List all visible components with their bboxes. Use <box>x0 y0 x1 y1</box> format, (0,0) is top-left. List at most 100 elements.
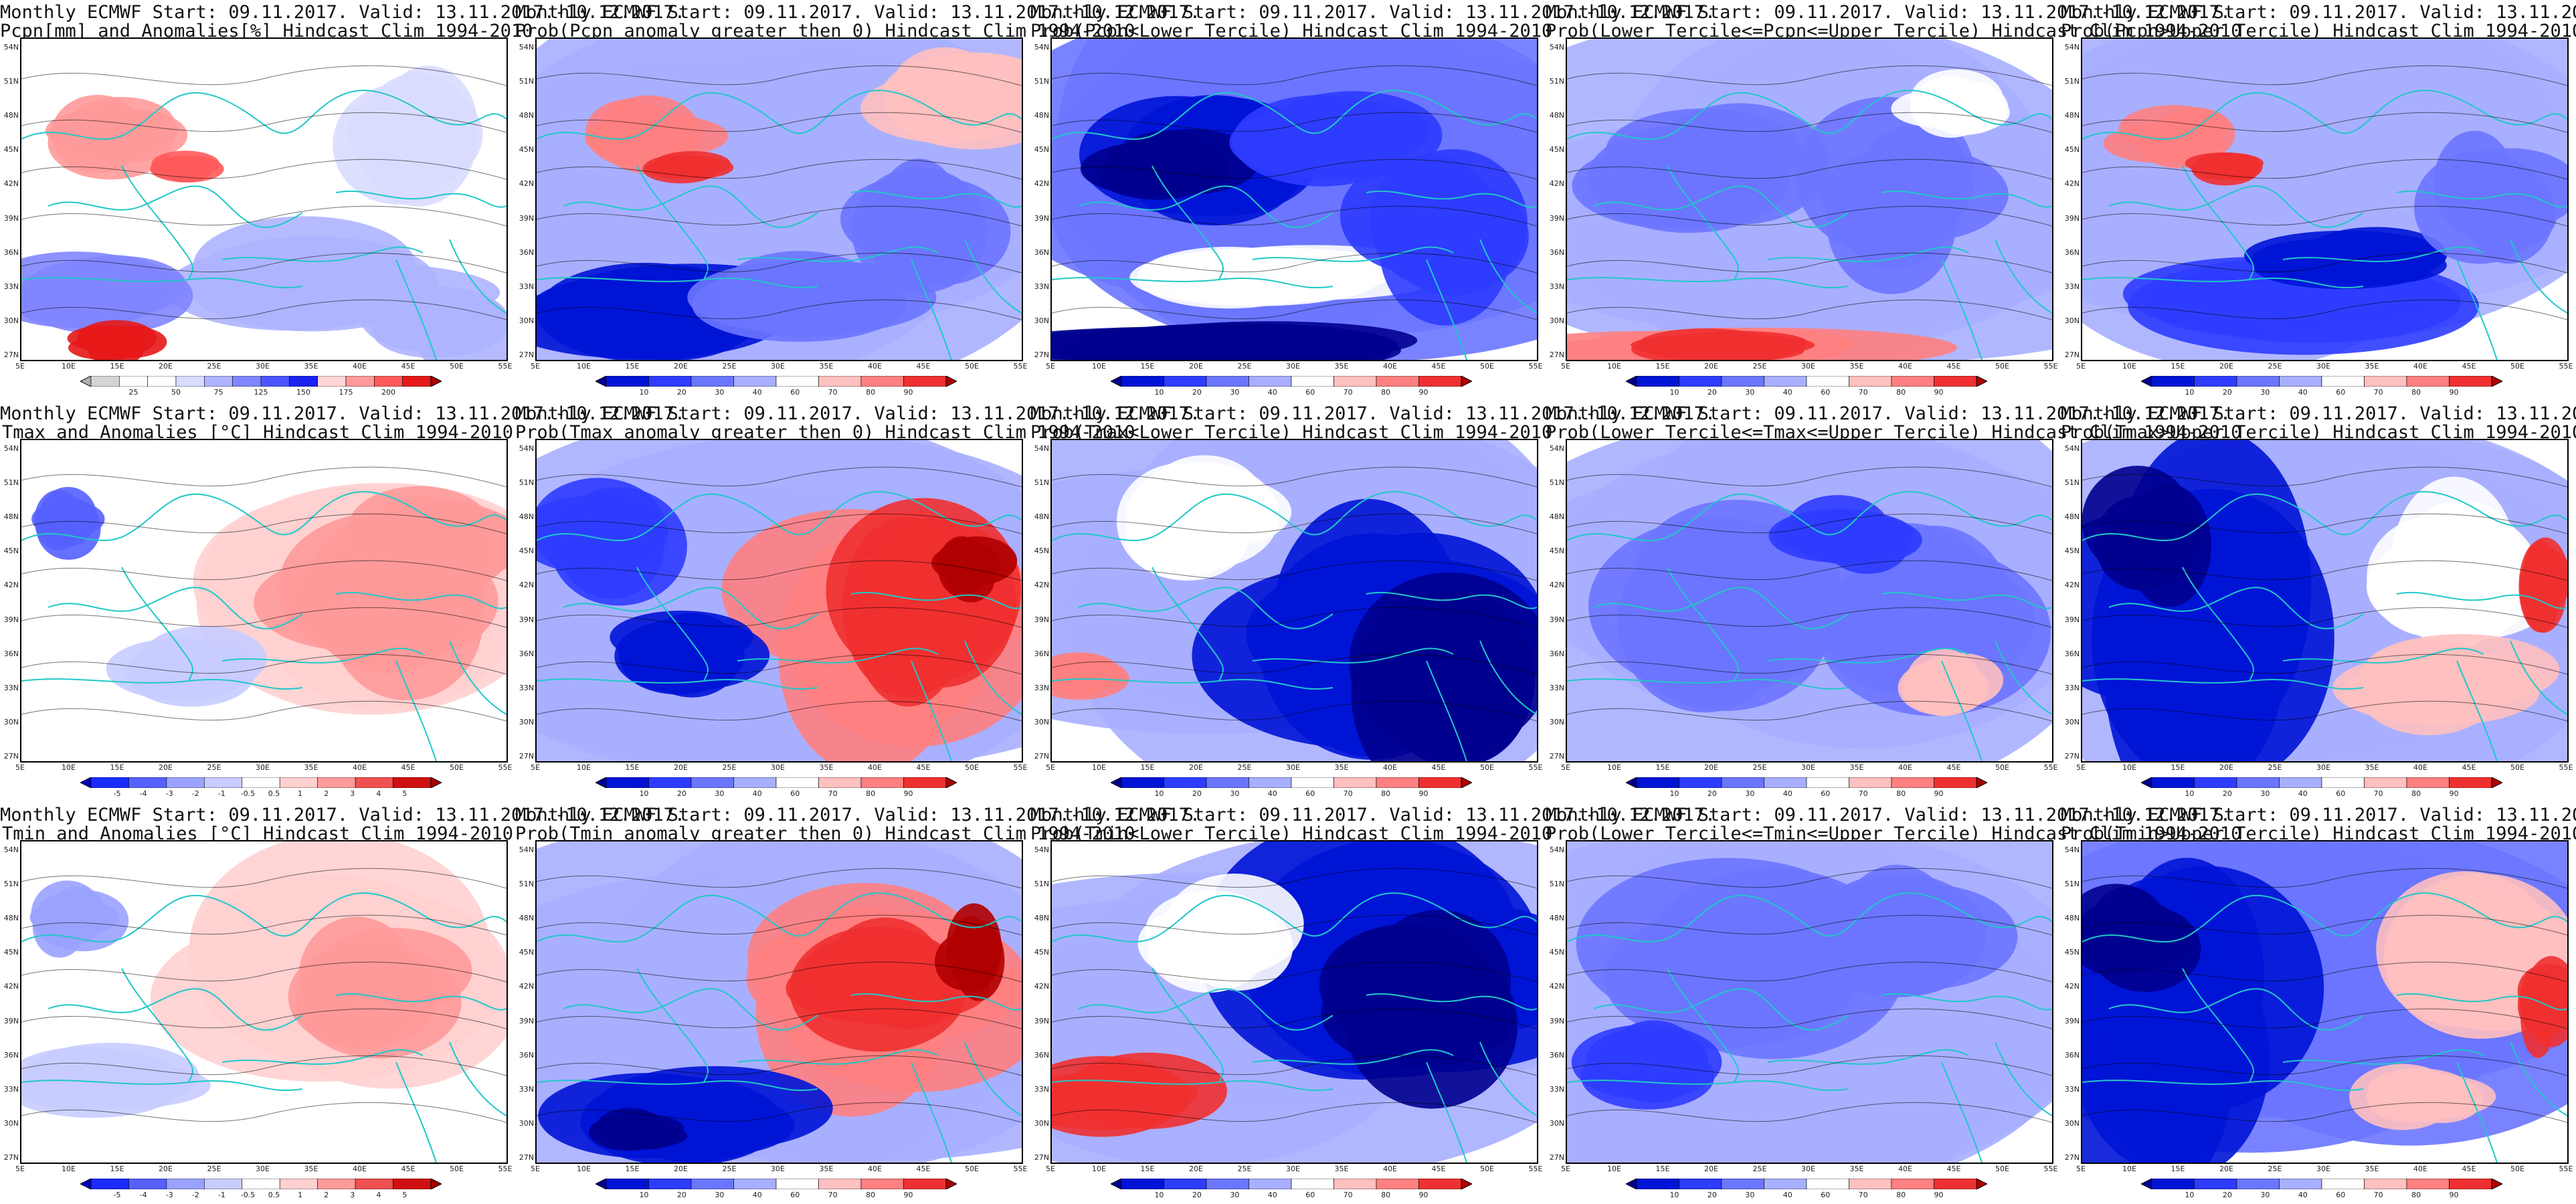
colorbar-tick-label: 90 <box>1418 1191 1429 1199</box>
colorbar-tick-label: 60 <box>1821 1191 1831 1199</box>
longitude-label: 10E <box>62 1165 76 1173</box>
coastline <box>1567 678 1849 690</box>
latitude-label: 54N <box>519 845 534 854</box>
longitude-label: 35E <box>1334 362 1349 371</box>
latitude-label: 30N <box>1034 1118 1049 1128</box>
colorbar-segment <box>733 777 777 788</box>
coastline <box>2182 567 2254 682</box>
colorbar-max-arrow <box>945 1179 957 1189</box>
longitude-label: 15E <box>1140 362 1155 371</box>
coastline <box>48 587 303 629</box>
longitude-label: 35E <box>1334 1165 1349 1173</box>
map-canvas <box>2081 840 2569 1164</box>
latitude-label: 36N <box>1034 247 1049 257</box>
colorbar-segment <box>2406 1179 2450 1189</box>
latitude-label: 39N <box>1549 615 1564 624</box>
longitude-label: 10E <box>1607 763 1621 772</box>
latitude-label: 33N <box>1034 1084 1049 1094</box>
colorbar-tick-label: 40 <box>1267 1191 1277 1199</box>
field-shading <box>1840 178 1949 269</box>
contour-line <box>1567 159 2052 180</box>
map-panel: Monthly ECMWF Start: 09.11.2017. Valid: … <box>2061 0 2576 401</box>
longitude-label: 55E <box>1528 362 1543 371</box>
longitude-label: 30E <box>1286 763 1300 772</box>
colorbar-max-arrow <box>945 376 957 387</box>
latitude-label: 54N <box>1549 43 1564 52</box>
colorbar-tick-label: 90 <box>2449 1191 2459 1199</box>
longitude-label: 55E <box>2043 1165 2058 1173</box>
latitude-label: 48N <box>1034 512 1049 522</box>
colorbar-tick-label: 30 <box>1745 1191 1755 1199</box>
contour-line <box>537 1102 1022 1123</box>
latitude-label: 48N <box>1034 111 1049 120</box>
colorbar-segment <box>1721 777 1764 788</box>
coastline <box>395 259 437 360</box>
field-shading <box>1137 246 1321 309</box>
colorbar-segment <box>903 376 947 387</box>
coastline <box>2282 246 2484 262</box>
latitude-label: 39N <box>1549 1016 1564 1025</box>
latitude-label: 36N <box>1549 247 1564 257</box>
latitude-label: 30N <box>2064 1118 2080 1128</box>
latitude-label: 51N <box>2064 880 2080 889</box>
colorbar-tick-label: 30 <box>1230 388 1240 397</box>
contour-line <box>537 914 1022 936</box>
colorbar-tick-label: 80 <box>866 789 876 798</box>
colorbar-segment <box>648 1179 692 1189</box>
contour-line <box>21 868 507 889</box>
map-svg <box>21 440 507 761</box>
colorbar-segment <box>1164 376 1207 387</box>
coastline <box>1941 660 1983 761</box>
panel-title-line1: Monthly ECMWF Start: 09.11.2017. Valid: … <box>1546 2 2231 23</box>
coastline <box>48 988 303 1031</box>
colorbar-segment <box>606 1179 649 1189</box>
latitude-label: 39N <box>1549 213 1564 223</box>
contour-line <box>2082 560 2567 581</box>
coastline <box>537 678 818 690</box>
colorbar-tick-label: 70 <box>828 789 838 798</box>
longitude-label: 5E <box>2076 763 2086 772</box>
coastline <box>1479 1041 1537 1116</box>
map-svg <box>21 39 507 360</box>
coastline <box>1567 892 2052 942</box>
colorbar-tick-label: 10 <box>1154 789 1164 798</box>
longitude-label: 50E <box>965 763 979 772</box>
colorbar-tick-label: 70 <box>2373 1191 2383 1199</box>
colorbar-tick-label: 70 <box>1858 789 1868 798</box>
colorbar-tick-label: 40 <box>1782 1191 1792 1199</box>
colorbar-tick-label: 20 <box>1192 1191 1202 1199</box>
colorbar-tick-label: -4 <box>139 789 147 798</box>
coastline <box>1767 246 1969 262</box>
panel-title-line1: Monthly ECMWF Start: 09.11.2017. Valid: … <box>515 805 1201 825</box>
colorbar-segment <box>903 777 947 788</box>
colorbar-tick-label: -1 <box>217 1191 225 1199</box>
colorbar-segment <box>1806 777 1849 788</box>
map-svg <box>1052 841 1537 1163</box>
contour-line <box>21 159 507 180</box>
panel-title-line1: Monthly ECMWF Start: 09.11.2017. Valid: … <box>2061 2 2576 23</box>
colorbar-tick-label: 40 <box>2298 1191 2308 1199</box>
latitude-label: 27N <box>1034 350 1049 359</box>
colorbar-tick-label: 50 <box>171 388 181 397</box>
longitude-label: 10E <box>577 362 591 371</box>
field-shading <box>1670 330 1808 354</box>
coastline <box>737 246 939 262</box>
coastline <box>2182 968 2254 1083</box>
colorbar-tick-label: 40 <box>1782 388 1792 397</box>
latitude-label: 42N <box>519 179 534 189</box>
colorbar-segment <box>1849 777 1892 788</box>
colorbar-tick-label: 20 <box>676 1191 686 1199</box>
latitude-label: 45N <box>2064 546 2080 556</box>
contour-line <box>2082 1055 2567 1076</box>
latitude-label: 54N <box>1549 444 1564 453</box>
coastline <box>395 1062 437 1163</box>
longitude-label: 50E <box>1480 763 1494 772</box>
colorbar-max-arrow <box>1976 777 1987 788</box>
longitude-label: 20E <box>2219 763 2233 772</box>
longitude-label: 5E <box>2076 362 2086 371</box>
longitude-label: 35E <box>1849 362 1864 371</box>
colorbar-min-arrow <box>1626 1179 1637 1189</box>
colorbar-segment <box>606 376 649 387</box>
colorbar-segment <box>775 376 819 387</box>
field-shading <box>2365 1074 2496 1119</box>
